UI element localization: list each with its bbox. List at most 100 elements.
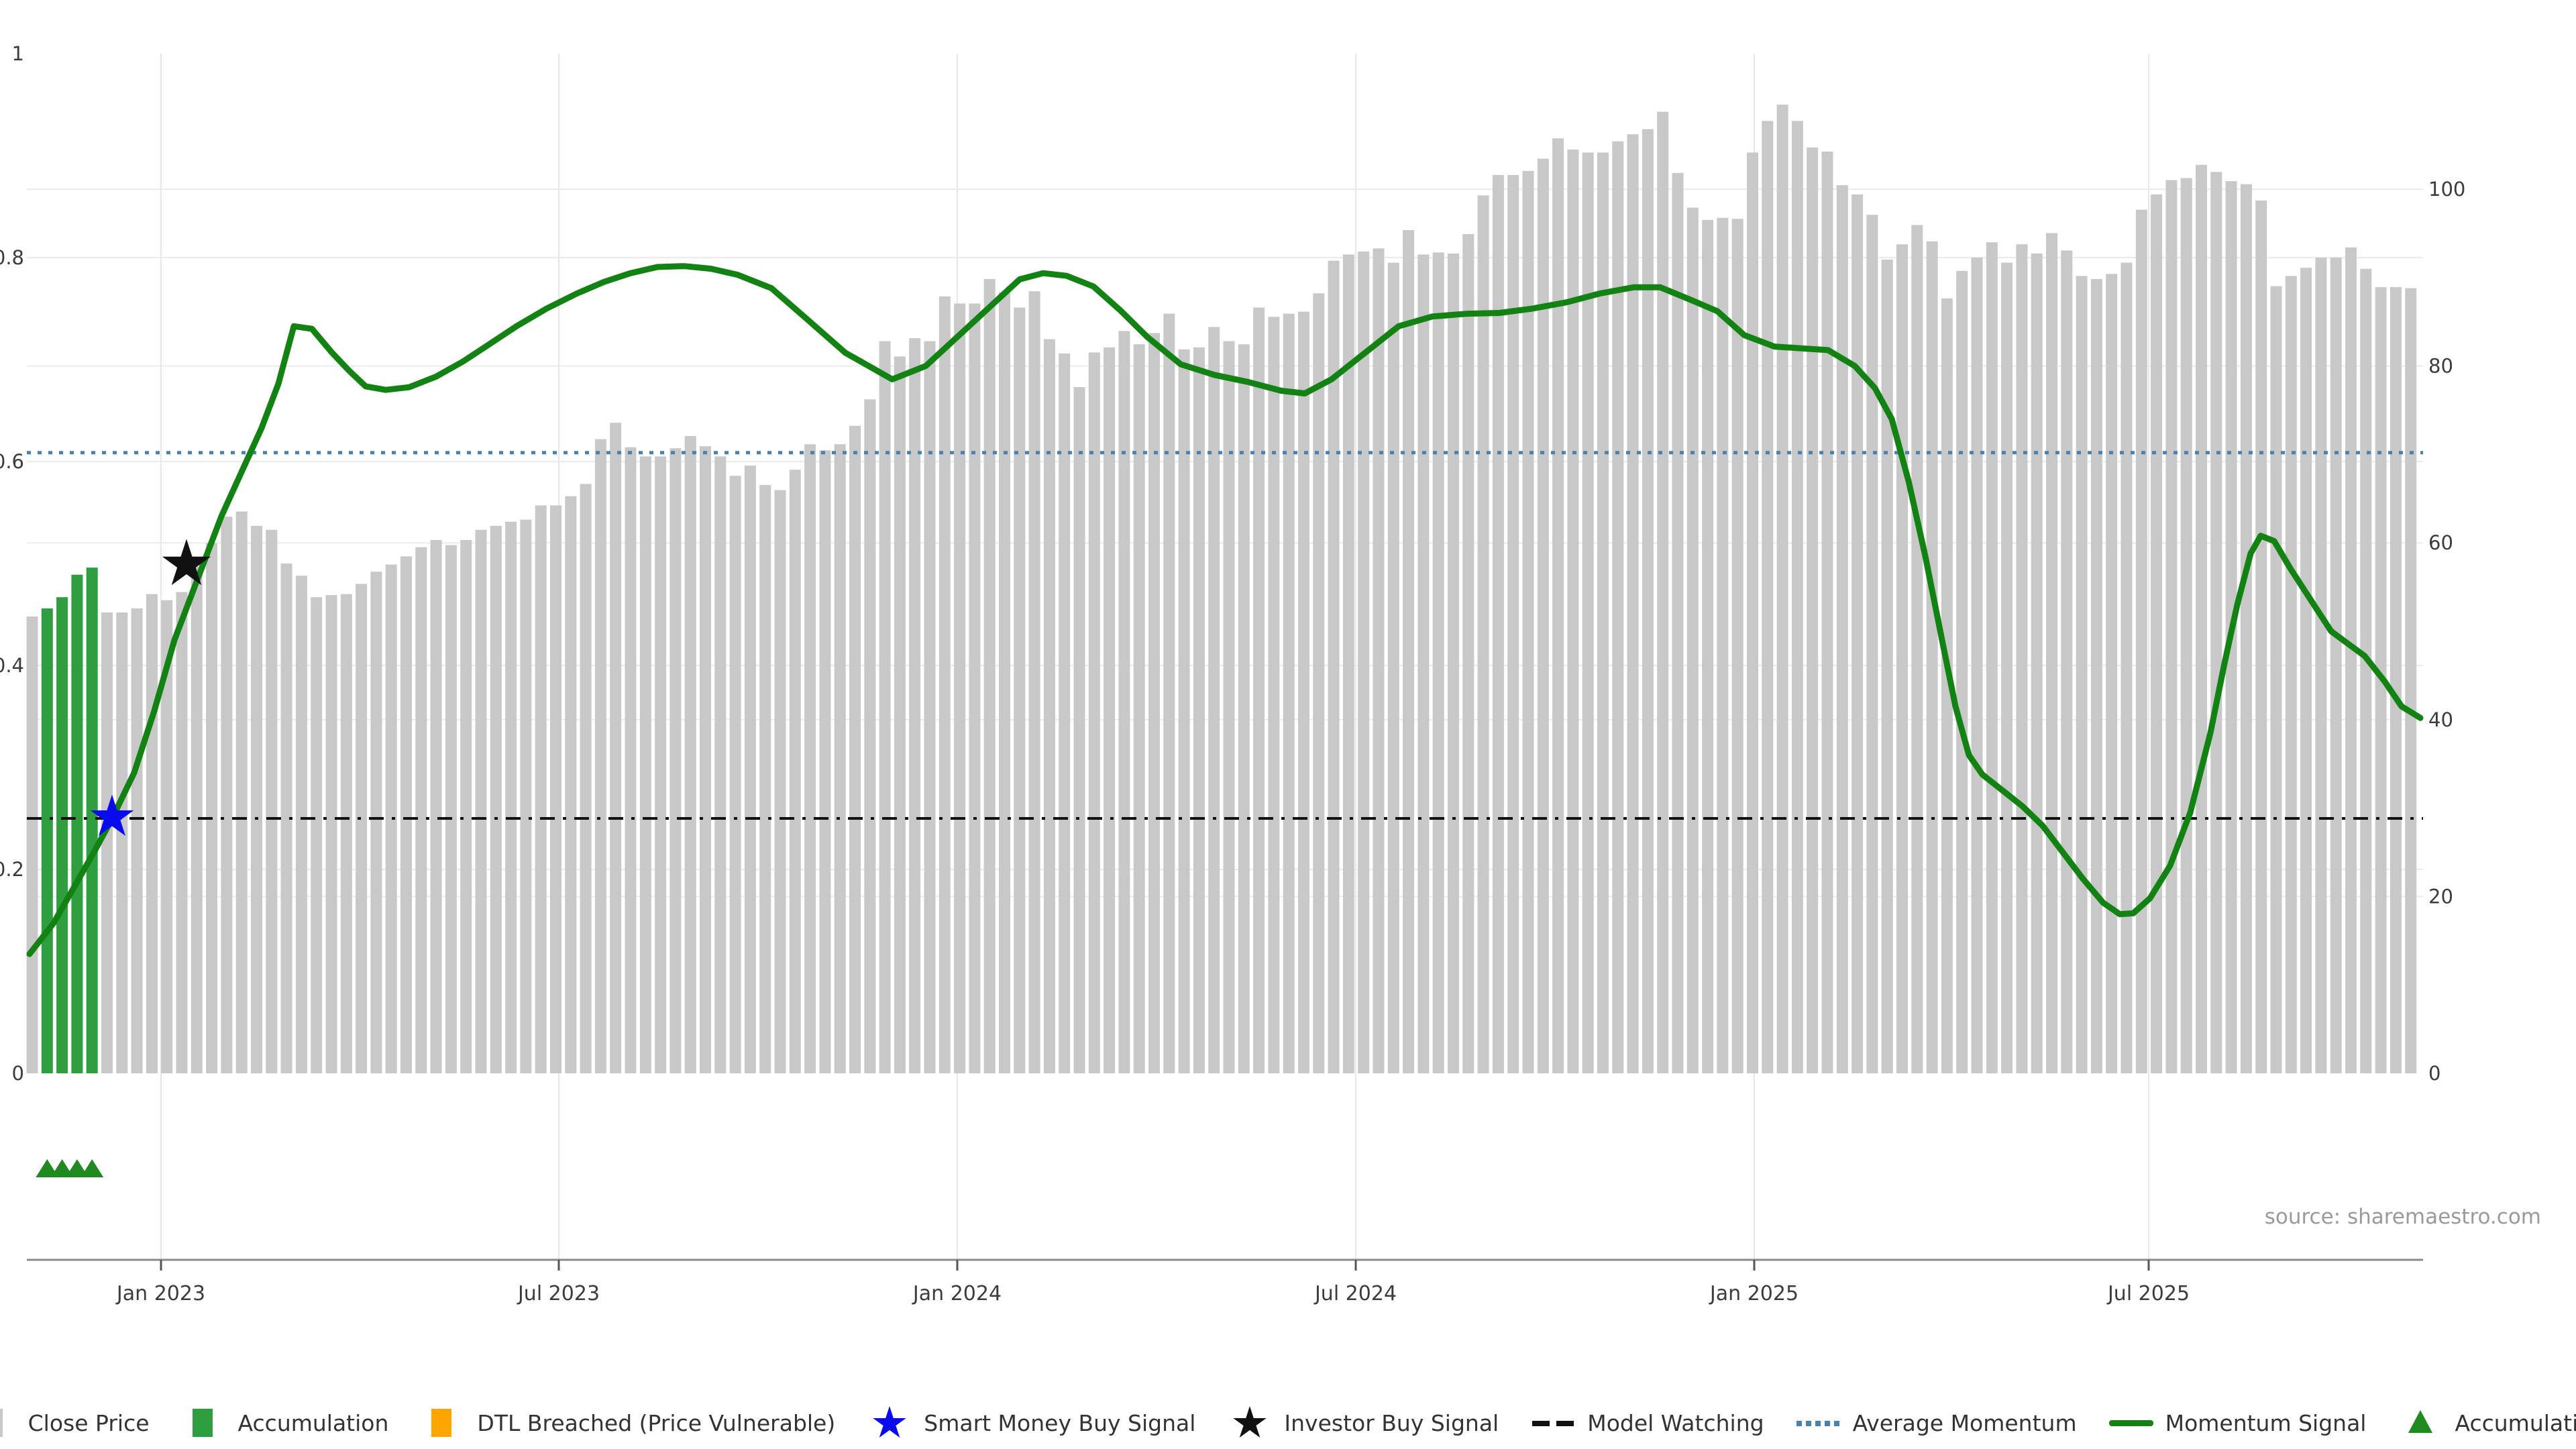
- close-price-bar: [2046, 233, 2057, 1073]
- accumulation-triangle-icon: [65, 1159, 89, 1177]
- close-price-bar: [1552, 138, 1564, 1074]
- close-price-bar: [400, 556, 412, 1073]
- close-price-bar: [1387, 262, 1399, 1074]
- close-price-bar: [505, 521, 517, 1073]
- right-tick-label: 0: [2428, 1062, 2440, 1085]
- close-price-bar: [2196, 164, 2207, 1074]
- close-price-bar: [2165, 180, 2178, 1073]
- close-price-bar: [1642, 129, 1654, 1073]
- legend-item-accumulation: Accumulation: [180, 1405, 388, 1441]
- legend-label: DTL Breached (Price Vulnerable): [477, 1409, 836, 1436]
- close-price-bar: [1686, 207, 1699, 1073]
- accumulation-bar: [86, 568, 98, 1073]
- x-tick-label: Jul 2023: [517, 1282, 600, 1305]
- close-price-bar: [1911, 225, 1923, 1073]
- close-price-bar: [1104, 347, 1116, 1073]
- close-price-bar: [1836, 185, 1848, 1074]
- x-tick-label: Jan 2023: [115, 1282, 205, 1305]
- legend-item-momentum-signal: Momentum Signal: [2108, 1405, 2366, 1441]
- close-price-bar: [520, 519, 532, 1073]
- close-price-bar: [2240, 184, 2252, 1074]
- close-price-bar: [1926, 241, 1938, 1074]
- close-price-bar: [1986, 242, 1998, 1074]
- legend-label: Average Momentum: [1852, 1409, 2077, 1436]
- close-price-bar: [819, 450, 831, 1073]
- close-price-bar: [1507, 174, 1519, 1073]
- close-price-bar: [1791, 121, 1803, 1073]
- close-price-bar: [26, 616, 38, 1073]
- close-price-bar: [1627, 134, 1639, 1074]
- left-tick-label: 0: [12, 1062, 24, 1085]
- close-price-bar: [266, 529, 278, 1073]
- close-price-bar: [2255, 200, 2267, 1073]
- close-price-bar: [415, 547, 427, 1073]
- close-price-bar: [1821, 151, 1833, 1073]
- investor-buy-signal-star-icon: [162, 539, 211, 586]
- accumulation-bar: [56, 597, 68, 1073]
- close-price-bar: [1148, 333, 1160, 1073]
- x-tick-label: Jul 2024: [1313, 1282, 1397, 1305]
- close-price-bar: [1522, 170, 1534, 1073]
- close-price-swatch-icon: [0, 1405, 17, 1441]
- close-price-bar: [2315, 258, 2327, 1073]
- legend-label: Model Watching: [1587, 1409, 1764, 1436]
- source-credit: source: sharemaestro.com: [2264, 1205, 2541, 1229]
- close-price-bar: [789, 470, 801, 1073]
- close-price-bar: [1403, 230, 1415, 1073]
- right-tick-label: 60: [2428, 531, 2453, 554]
- dtl-breached-swatch-icon: [419, 1405, 466, 1441]
- close-price-bar: [1178, 349, 1190, 1073]
- close-price-bar: [1881, 260, 1893, 1073]
- close-price-bar: [1014, 307, 1026, 1073]
- right-tick-label: 100: [2428, 178, 2465, 201]
- legend-item-accumulation-marker: Accumulation: [2397, 1405, 2576, 1441]
- close-price-bar: [176, 592, 188, 1073]
- right-tick-label: 20: [2428, 885, 2453, 908]
- close-price-bar: [1717, 217, 1729, 1074]
- close-price-bar: [550, 505, 561, 1073]
- close-price-bar: [1492, 174, 1504, 1073]
- accumulation-swatch-icon: [180, 1405, 227, 1441]
- close-price-bar: [864, 399, 876, 1073]
- close-price-bar: [2360, 268, 2372, 1074]
- close-price-bar: [1417, 254, 1430, 1073]
- x-tick-label: Jan 2024: [912, 1282, 1002, 1305]
- close-price-bar: [2090, 278, 2102, 1073]
- close-price-bar: [2076, 276, 2088, 1073]
- legend-item-model-watching: Model Watching: [1529, 1405, 1764, 1441]
- legend-label: Investor Buy Signal: [1284, 1409, 1499, 1436]
- close-price-bar: [1448, 253, 1459, 1073]
- investor-buy-signal-star-icon: [1226, 1405, 1273, 1441]
- close-price-bar: [2180, 178, 2192, 1073]
- legend-item-average-momentum: Average Momentum: [1795, 1405, 2077, 1441]
- close-price-bar: [999, 292, 1010, 1074]
- legend-label: Smart Money Buy Signal: [924, 1409, 1196, 1436]
- close-price-bar: [1956, 270, 1968, 1073]
- close-price-bar: [655, 456, 667, 1073]
- accumulation-triangle-icon: [36, 1159, 59, 1177]
- close-price-bar: [909, 338, 921, 1074]
- accumulation-triangle-icon: [80, 1159, 104, 1177]
- close-price-bar: [116, 612, 128, 1073]
- close-price-bar: [2210, 172, 2222, 1073]
- close-price-bar: [1702, 219, 1714, 1073]
- close-price-bar: [1253, 307, 1265, 1073]
- close-price-bar: [1208, 327, 1220, 1073]
- momentum-signal-line-icon: [2108, 1405, 2155, 1441]
- close-price-bar: [370, 572, 382, 1073]
- close-price-bar: [101, 612, 113, 1073]
- close-price-bar: [1059, 353, 1071, 1073]
- average-momentum-dots-icon: [1795, 1405, 1842, 1441]
- close-price-bar: [2270, 286, 2282, 1074]
- model-watching-dashes-icon: [1529, 1405, 1576, 1441]
- close-price-bar: [1866, 215, 1878, 1074]
- close-price-bar: [2390, 287, 2402, 1074]
- close-price-bar: [565, 496, 577, 1073]
- close-price-bar: [1223, 341, 1235, 1074]
- close-price-bar: [714, 456, 727, 1073]
- close-price-bar: [2345, 247, 2357, 1073]
- x-axis-labels: Jan 2023 Jul 2023 Jan 2024 Jul 2024 Jan 2025…: [115, 1260, 2190, 1305]
- close-price-bar: [535, 505, 547, 1073]
- close-price-bar: [1432, 252, 1444, 1073]
- close-price-bar: [235, 511, 248, 1073]
